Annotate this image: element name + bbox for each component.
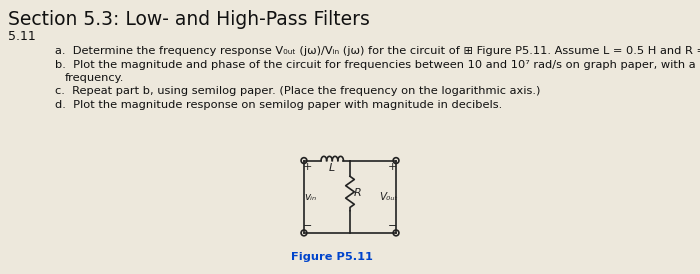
- Text: vᵢₙ: vᵢₙ: [304, 192, 316, 202]
- Text: V₀ᵤₜ: V₀ᵤₜ: [379, 192, 398, 202]
- Text: −: −: [303, 221, 313, 231]
- Text: +: +: [303, 162, 313, 172]
- Text: b.  Plot the magnitude and phase of the circuit for frequencies between 10 and 1: b. Plot the magnitude and phase of the c…: [55, 60, 700, 70]
- Text: L: L: [329, 163, 335, 173]
- Text: a.  Determine the frequency response V₀ᵤₜ (jω)/Vᵢₙ (jω) for the circuit of ⊞ Fig: a. Determine the frequency response V₀ᵤₜ…: [55, 46, 700, 56]
- Text: frequency.: frequency.: [65, 73, 125, 83]
- Text: −: −: [387, 221, 397, 231]
- Text: 5.11: 5.11: [8, 30, 36, 43]
- Text: R: R: [354, 189, 361, 198]
- Text: Figure P5.11: Figure P5.11: [290, 252, 372, 262]
- Text: Section 5.3: Low- and High-Pass Filters: Section 5.3: Low- and High-Pass Filters: [8, 10, 370, 29]
- Text: d.  Plot the magnitude response on semilog paper with magnitude in decibels.: d. Plot the magnitude response on semilo…: [55, 100, 503, 110]
- Text: +: +: [387, 162, 397, 172]
- Text: c.  Repeat part b, using semilog paper. (Place the frequency on the logarithmic : c. Repeat part b, using semilog paper. (…: [55, 86, 540, 96]
